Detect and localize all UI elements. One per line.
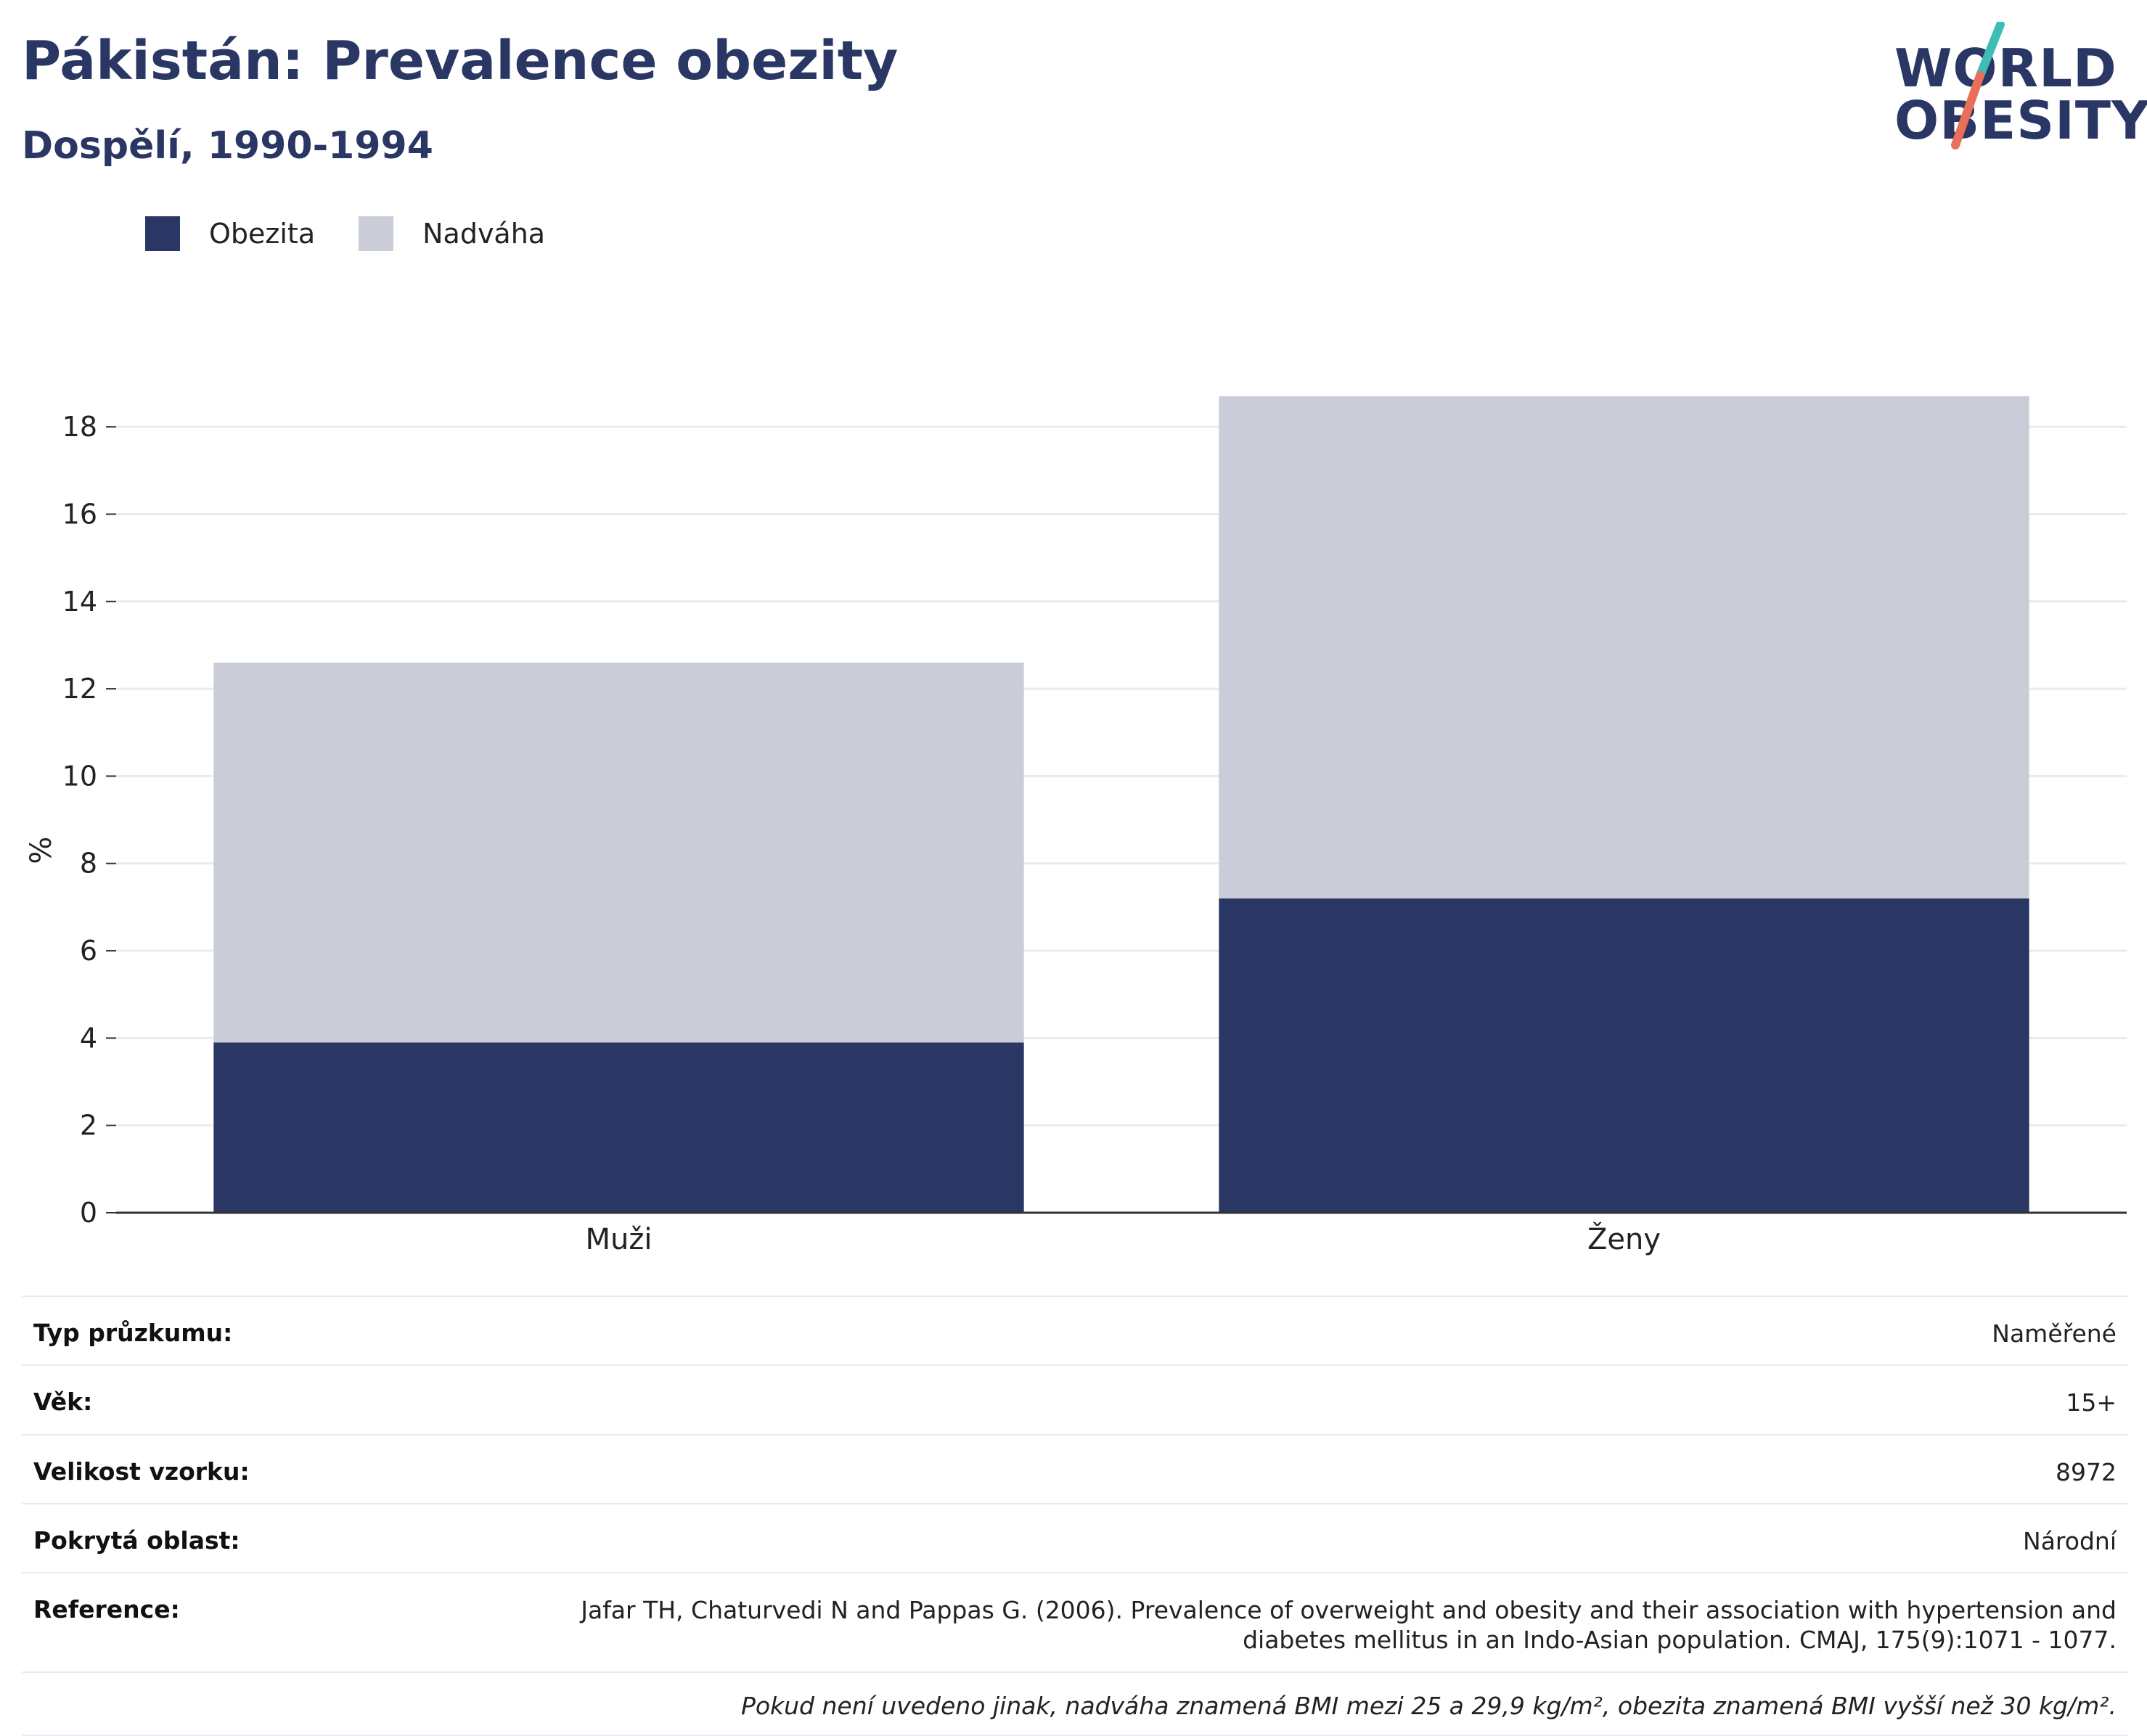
y-tick-label: 0 <box>80 1197 97 1229</box>
info-value-sample-size: 8972 <box>2056 1457 2117 1486</box>
legend-label-overweight: Nadváha <box>422 218 546 250</box>
legend-label-obesity: Obezita <box>209 218 316 250</box>
info-label-survey-type: Typ průzkumu: <box>33 1319 233 1347</box>
y-axis-title: % <box>25 837 58 864</box>
bar-overweight <box>213 662 1024 1043</box>
bar-obesity <box>213 1042 1024 1213</box>
info-label-sample-size: Velikost vzorku: <box>33 1457 250 1486</box>
info-value-coverage: Národní <box>2023 1526 2117 1555</box>
info-value-survey-type: Naměřené <box>1992 1319 2117 1348</box>
info-row-coverage: Pokrytá oblast: Národní <box>22 1502 2128 1572</box>
stacked-bar-chart: 0 2 4 6 8 10 12 14 16 18% Muži Ženy <box>25 396 2127 1256</box>
chart-legend: Obezita Nadváha <box>145 216 589 251</box>
survey-info-table: Typ průzkumu: Naměřené Věk: 15+ Velikost… <box>22 1295 2128 1736</box>
x-tick-label: Ženy <box>1587 1221 1661 1256</box>
bar-obesity <box>1219 898 2029 1213</box>
logo-word-world: WORLD <box>1894 38 2117 99</box>
chart-subtitle: Dospělí, 1990-1994 <box>22 124 433 168</box>
info-label-coverage: Pokrytá oblast: <box>33 1526 240 1555</box>
legend-item-obesity: Obezita <box>145 216 315 251</box>
world-obesity-logo: WORLD OBESITY <box>1894 22 2147 152</box>
info-row-reference: Reference: Jafar TH, Chaturvedi N and Pa… <box>22 1572 2128 1671</box>
y-tick-label: 4 <box>80 1022 97 1054</box>
chart-title: Pákistán: Prevalence obezity <box>22 30 899 92</box>
info-row-survey-type: Typ průzkumu: Naměřené <box>22 1295 2128 1364</box>
x-tick-label: Muži <box>586 1223 653 1256</box>
y-tick-label: 18 <box>62 411 97 443</box>
info-value-reference: Jafar TH, Chaturvedi N and Pappas G. (20… <box>581 1596 2117 1655</box>
legend-item-overweight: Nadváha <box>359 216 545 251</box>
legend-swatch-overweight <box>359 216 394 251</box>
info-value-age: 15+ <box>2066 1388 2117 1417</box>
info-label-age: Věk: <box>33 1388 93 1417</box>
logo-word-obesity: OBESITY <box>1894 90 2147 151</box>
logo-slash-icon <box>1951 22 2005 150</box>
y-tick-label: 8 <box>80 848 97 880</box>
bmi-footnote: Pokud není uvedeno jinak, nadváha znamen… <box>22 1671 2128 1736</box>
info-row-age: Věk: 15+ <box>22 1364 2128 1433</box>
bar-overweight <box>1219 396 2029 898</box>
y-tick-label: 2 <box>80 1110 97 1142</box>
info-row-sample-size: Velikost vzorku: 8972 <box>22 1433 2128 1503</box>
info-label-reference: Reference: <box>33 1595 180 1624</box>
y-tick-label: 6 <box>80 935 97 967</box>
y-tick-label: 10 <box>62 760 97 792</box>
y-tick-label: 14 <box>62 586 97 618</box>
y-tick-label: 16 <box>62 498 97 530</box>
y-tick-label: 12 <box>62 673 97 705</box>
legend-swatch-obesity <box>145 216 180 251</box>
